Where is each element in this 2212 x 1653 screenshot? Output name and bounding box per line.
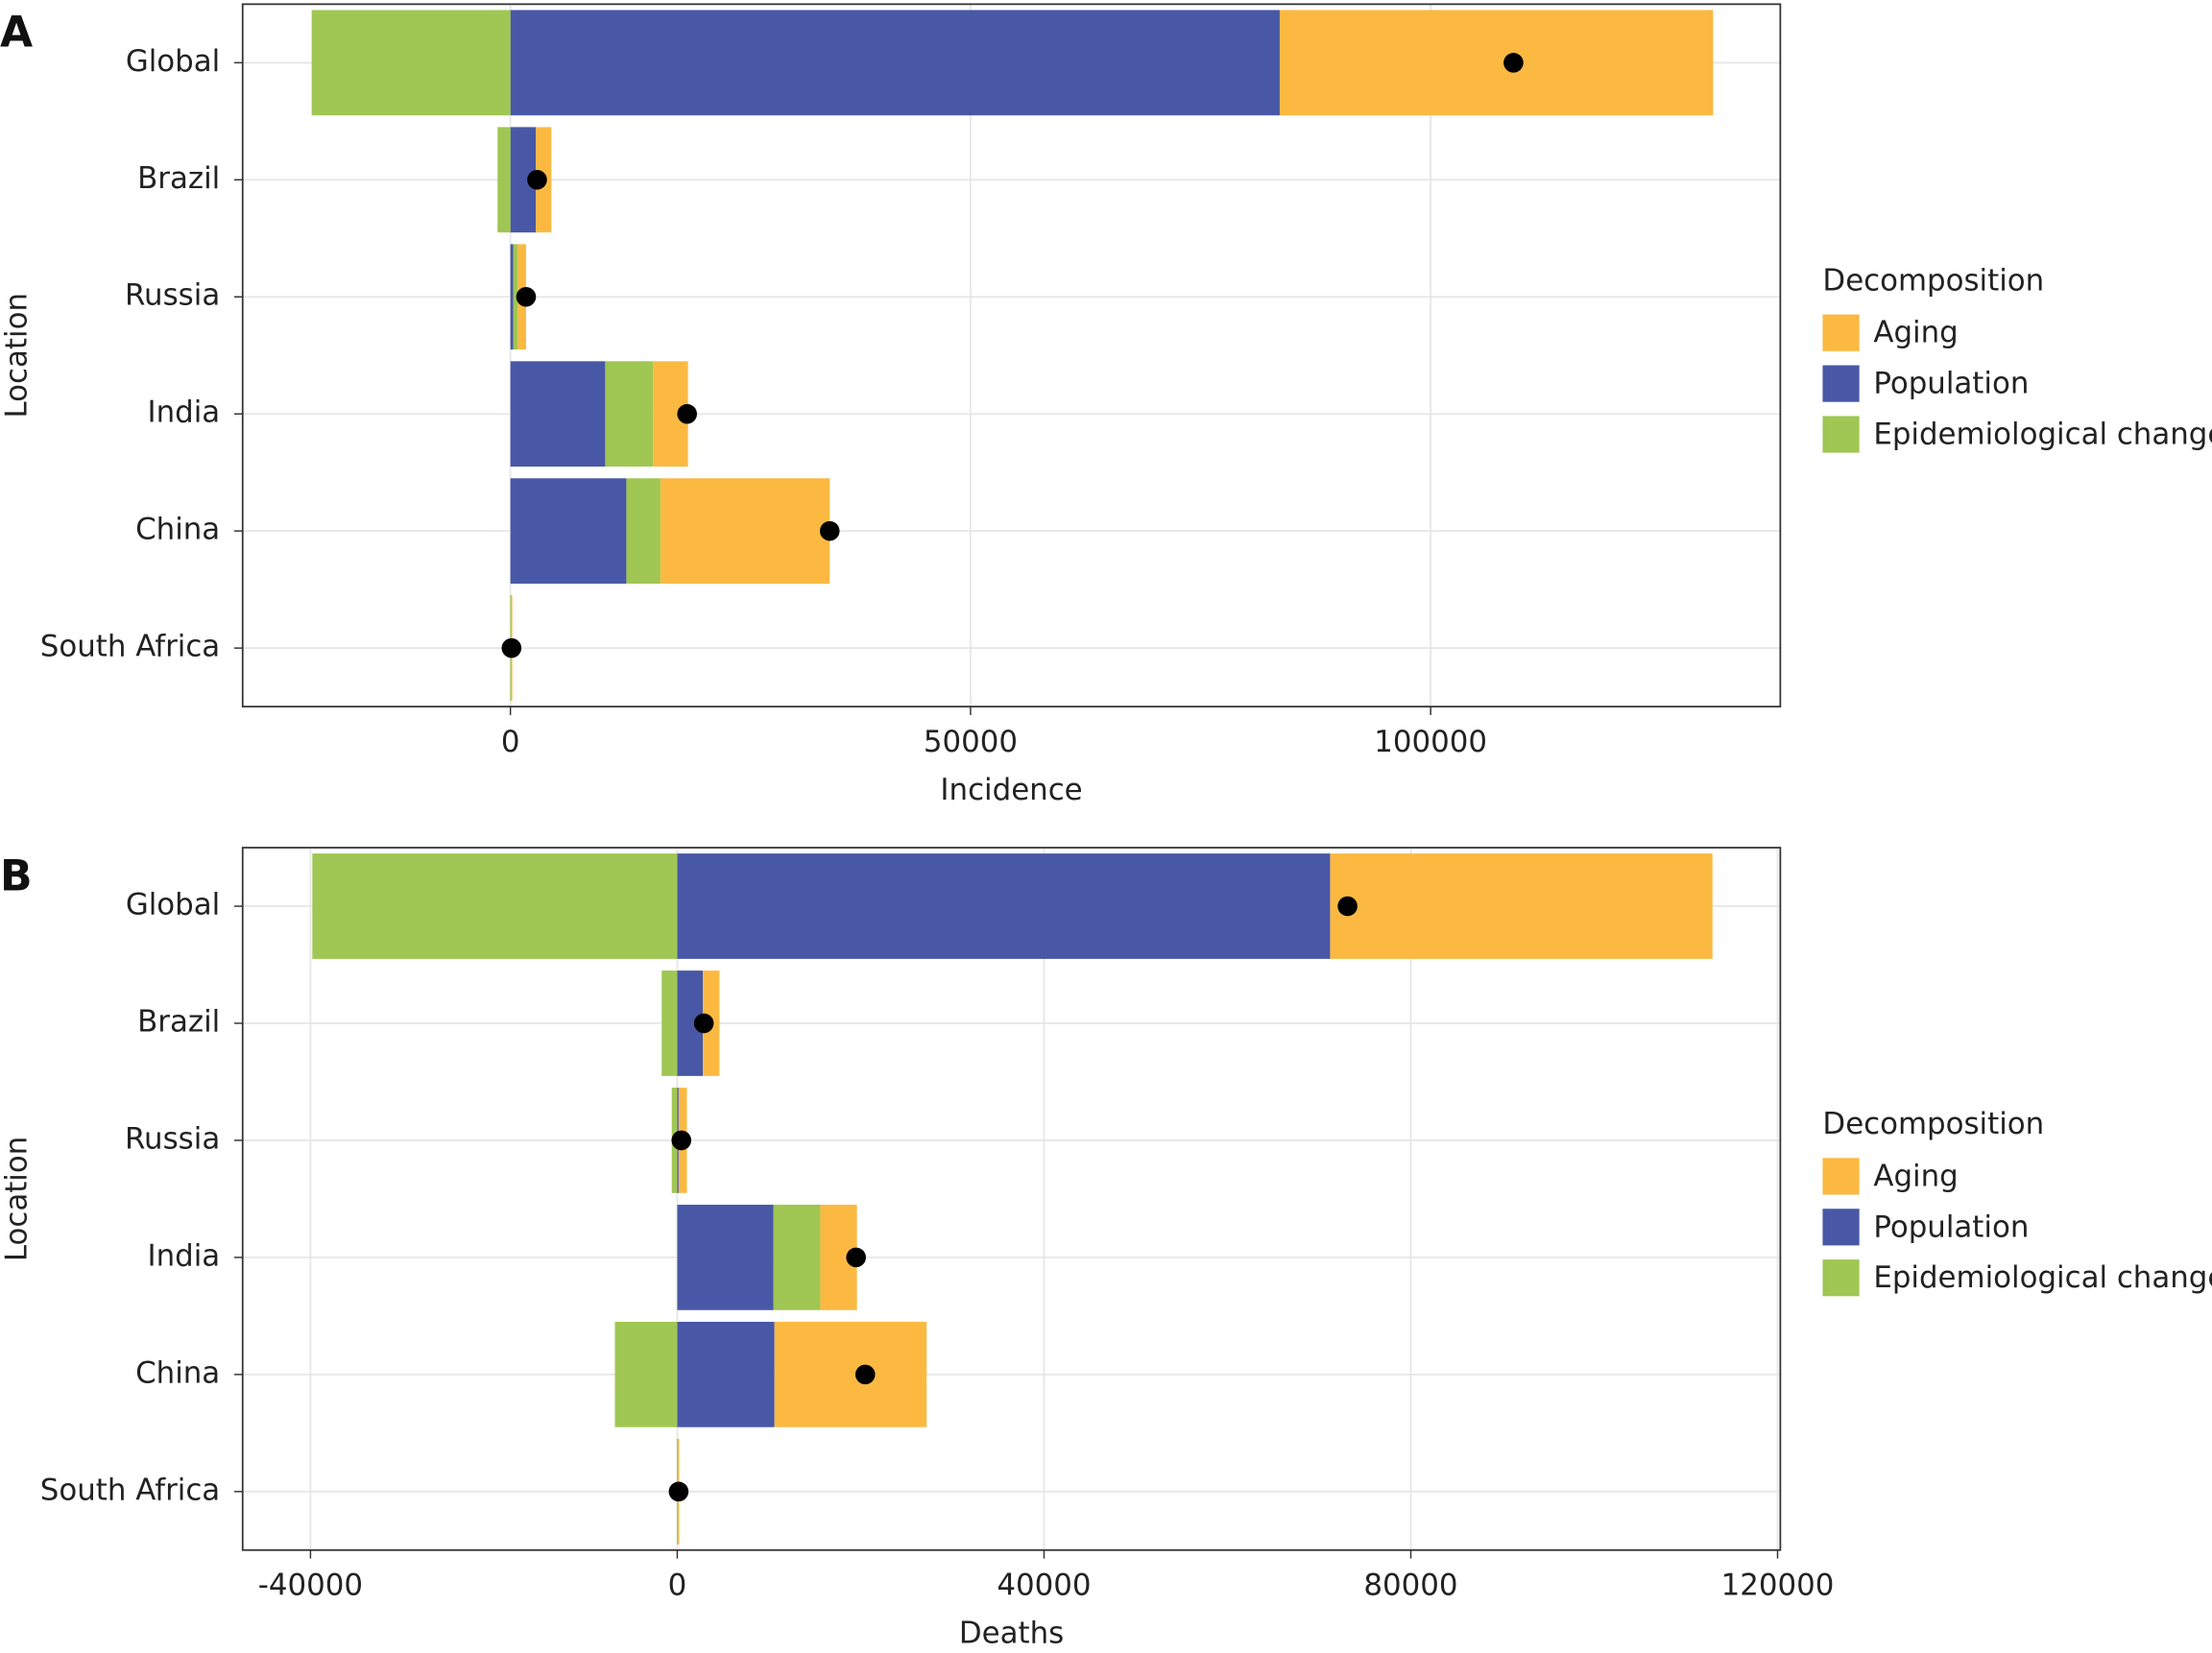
legend-swatch	[1822, 1209, 1860, 1246]
y-axis-label: Location	[0, 293, 35, 418]
legend-swatch	[1822, 1158, 1860, 1195]
y-tick-label: China	[135, 513, 220, 547]
legend-title: Decomposition	[1822, 263, 2044, 298]
total-dot	[819, 520, 840, 541]
total-dot	[677, 403, 697, 424]
x-tick-label: 0	[501, 725, 520, 759]
total-dot	[846, 1247, 866, 1268]
y-tick-label: South Africa	[40, 1473, 220, 1507]
bar-segment	[677, 1321, 775, 1427]
legend-swatch	[1822, 365, 1860, 402]
plot-background	[242, 848, 1781, 1550]
bar-segment	[510, 478, 627, 585]
x-tick-label: 0	[668, 1569, 687, 1603]
legend-label: Population	[1873, 367, 2029, 401]
x-tick-label: 40000	[997, 1569, 1091, 1603]
x-tick-label: 80000	[1363, 1569, 1457, 1603]
total-dot	[1337, 896, 1358, 917]
x-tick-label: -40000	[258, 1569, 363, 1603]
legend-label: Population	[1873, 1210, 2029, 1244]
total-dot	[668, 1481, 689, 1502]
legend-label: Epidemiological change	[1873, 417, 2212, 451]
y-tick-label: Brazil	[137, 161, 220, 196]
bar-segment	[513, 244, 518, 350]
y-tick-label: China	[135, 1355, 220, 1390]
total-dot	[671, 1130, 692, 1151]
y-tick-label: India	[148, 1238, 221, 1273]
bar-segment	[1330, 853, 1713, 959]
legend-label: Aging	[1873, 316, 1958, 350]
panel-label: B	[0, 851, 33, 900]
bar-segment	[677, 1205, 774, 1310]
bar-segment	[510, 361, 606, 467]
total-dot	[501, 637, 522, 659]
total-dot	[527, 170, 547, 190]
y-tick-label: Russia	[125, 1121, 220, 1156]
y-tick-label: Global	[126, 888, 220, 922]
bar-segment	[614, 1321, 678, 1427]
legend-swatch	[1822, 1259, 1860, 1297]
legend-label: Aging	[1873, 1159, 1958, 1193]
bar-segment	[677, 853, 1331, 959]
y-tick-label: Brazil	[137, 1004, 220, 1039]
total-dot	[1503, 53, 1524, 73]
bar-segment	[605, 361, 654, 467]
legend-label: Epidemiological change	[1873, 1260, 2212, 1295]
y-axis-label: Location	[0, 1137, 35, 1261]
legend-swatch	[1822, 416, 1860, 453]
bar-segment	[774, 1321, 927, 1427]
plot-background	[242, 4, 1781, 707]
total-dot	[693, 1013, 714, 1034]
y-tick-label: South Africa	[40, 630, 220, 664]
bar-segment	[1279, 10, 1714, 116]
y-tick-label: Global	[126, 44, 220, 79]
bar-segment	[497, 127, 511, 233]
bar-segment	[510, 244, 514, 350]
x-tick-label: 100000	[1374, 725, 1487, 759]
y-tick-label: Russia	[125, 278, 220, 313]
legend-swatch	[1822, 314, 1860, 351]
x-axis-label: Deaths	[959, 1616, 1064, 1650]
total-dot	[854, 1364, 876, 1385]
plot-border	[241, 847, 1782, 1551]
legend-title: Decomposition	[1822, 1107, 2044, 1141]
panel-label: A	[0, 9, 33, 58]
bar-segment	[311, 10, 511, 116]
bar-segment	[773, 1205, 821, 1310]
bar-segment	[510, 10, 1280, 116]
y-tick-label: India	[148, 395, 221, 430]
bar-segment	[661, 970, 678, 1076]
x-tick-label: 50000	[924, 725, 1018, 759]
x-tick-label: 120000	[1721, 1569, 1835, 1603]
x-axis-label: Incidence	[940, 773, 1082, 807]
plot-border	[241, 3, 1782, 707]
bar-segment	[660, 478, 830, 585]
total-dot	[516, 286, 537, 307]
bar-segment	[626, 478, 661, 585]
bar-segment	[312, 853, 678, 959]
